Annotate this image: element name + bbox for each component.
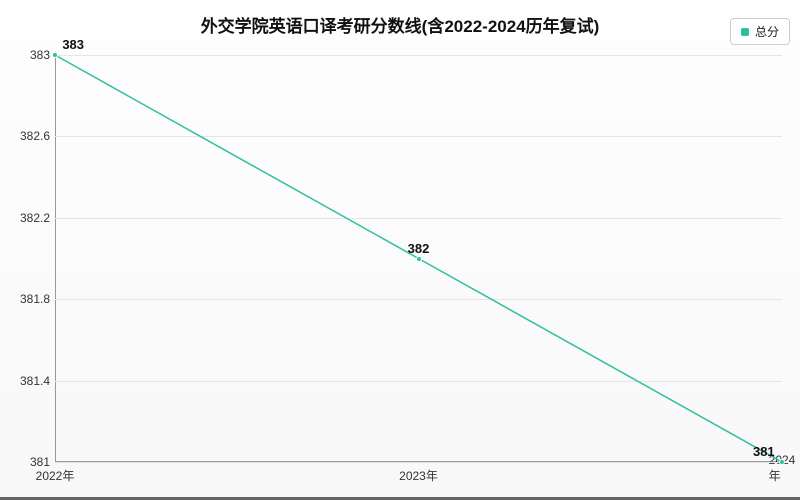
data-marker <box>416 256 422 262</box>
data-label: 383 <box>62 37 84 52</box>
legend-box: 总分 <box>730 18 790 45</box>
y-tick-label: 381.8 <box>10 292 50 306</box>
y-tick-label: 381.4 <box>10 374 50 388</box>
legend-marker-icon <box>741 28 749 36</box>
chart-title: 外交学院英语口译考研分数线(含2022-2024历年复试) <box>201 12 600 37</box>
data-marker <box>52 52 58 58</box>
grid-line <box>55 462 782 463</box>
data-label: 382 <box>408 241 430 256</box>
data-label: 381 <box>753 444 775 459</box>
y-tick-label: 383 <box>10 48 50 62</box>
legend-label: 总分 <box>755 23 779 40</box>
chart-container: 外交学院英语口译考研分数线(含2022-2024历年复试) 总分 381381.… <box>0 0 800 500</box>
x-tick-label: 2022年 <box>36 467 75 484</box>
data-marker <box>779 459 785 465</box>
x-tick-label: 2023年 <box>399 467 438 484</box>
y-tick-label: 382.2 <box>10 211 50 225</box>
y-tick-label: 382.6 <box>10 129 50 143</box>
plot-area: 381381.4381.8382.2382.6383 2022年2023年202… <box>55 55 782 462</box>
